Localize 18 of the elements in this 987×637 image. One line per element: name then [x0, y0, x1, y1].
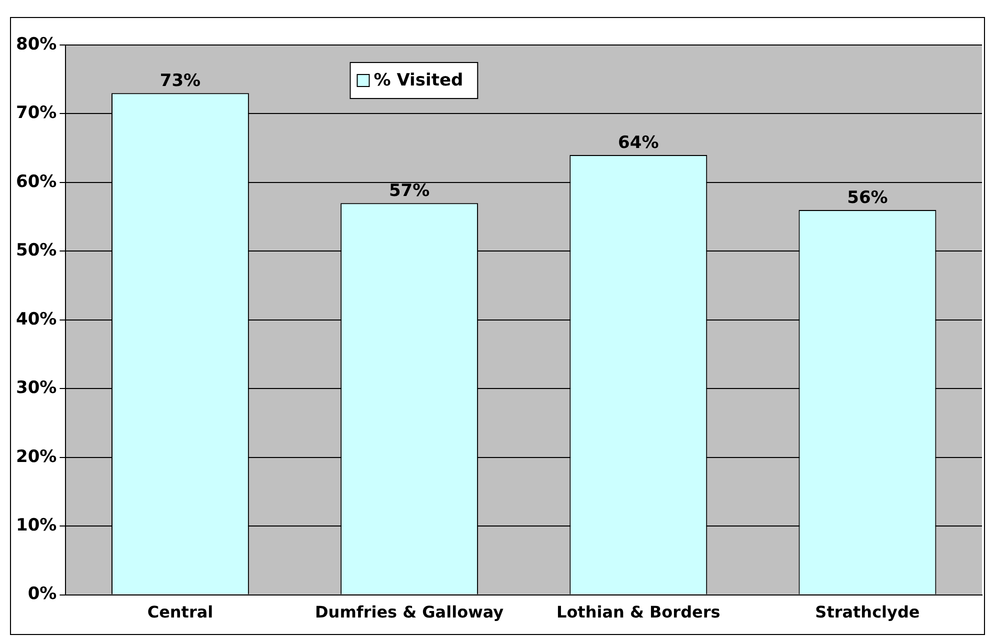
x-tick-label: Strathclyde [815, 602, 920, 622]
y-tick-label: 10% [16, 515, 57, 536]
y-tick-label: 60% [16, 172, 57, 192]
x-tick-label: Central [147, 602, 214, 622]
text: 64% [618, 132, 659, 153]
text: 73% [160, 71, 201, 92]
y-tick-label: 40% [16, 309, 57, 330]
legend-label: % Visited [374, 70, 464, 90]
text: 57% [388, 180, 430, 201]
y-tick-label: 0% [28, 584, 57, 604]
y-tick-label: 70% [16, 103, 57, 124]
x-tick-label: Dumfries & Galloway [315, 602, 504, 622]
y-tick-label: 20% [16, 446, 57, 467]
y-tick-label: 50% [16, 240, 57, 261]
text: 56% [847, 188, 888, 208]
x-tick-label: Lothian & Borders [556, 602, 720, 622]
y-tick-label: 30% [16, 378, 57, 398]
y-tick-label: 80% [16, 34, 57, 54]
